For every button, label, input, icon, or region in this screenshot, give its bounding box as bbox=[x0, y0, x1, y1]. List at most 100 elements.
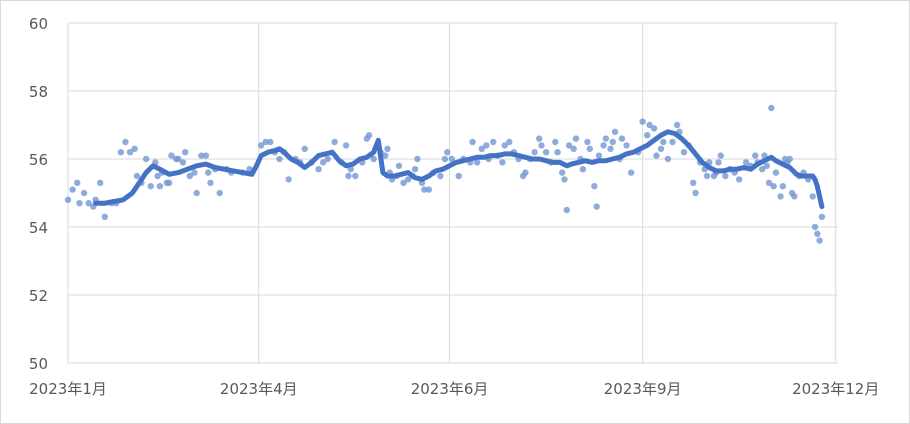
data-point-31 bbox=[186, 172, 194, 180]
data-point-48 bbox=[276, 155, 283, 163]
data-point-36 bbox=[205, 169, 212, 176]
trend-line bbox=[93, 129, 825, 210]
data-point-180 bbox=[791, 193, 798, 200]
x-tick-label-3: 2023年9月 bbox=[604, 380, 682, 398]
y-axis-tick-labels: 50 52 54 56 58 60 bbox=[29, 15, 48, 373]
data-point-111 bbox=[552, 138, 559, 146]
data-point-45 bbox=[262, 138, 269, 146]
data-point-5 bbox=[85, 200, 92, 207]
data-point-107 bbox=[535, 135, 543, 142]
data-point-115 bbox=[563, 206, 570, 214]
x-tick-label-2: 2023年6月 bbox=[411, 380, 489, 398]
data-point-171 bbox=[768, 104, 775, 112]
data-point-32 bbox=[191, 169, 198, 176]
data-point-33 bbox=[193, 189, 200, 197]
data-point-0 bbox=[64, 196, 72, 203]
data-point-167 bbox=[758, 166, 766, 173]
data-point-157 bbox=[715, 159, 722, 166]
data-point-159 bbox=[722, 172, 729, 180]
data-point-9 bbox=[101, 213, 108, 220]
data-point-162 bbox=[735, 176, 743, 183]
data-point-99 bbox=[501, 142, 508, 149]
x-axis-tick-labels: 2023年1月 2023年4月 2023年6月 2023年9月 2023年12月 bbox=[29, 380, 879, 398]
data-point-141 bbox=[657, 145, 665, 152]
data-point-118 bbox=[572, 135, 580, 142]
data-point-137 bbox=[644, 132, 651, 139]
data-point-178 bbox=[786, 155, 793, 163]
data-point-145 bbox=[673, 121, 681, 129]
data-point-149 bbox=[689, 179, 697, 186]
data-point-58 bbox=[331, 138, 338, 146]
data-point-144 bbox=[669, 138, 676, 146]
data-point-61 bbox=[345, 172, 352, 180]
data-point-88 bbox=[455, 172, 462, 180]
data-point-79 bbox=[414, 155, 421, 163]
data-point-19 bbox=[147, 183, 154, 190]
data-point-22 bbox=[156, 183, 164, 190]
data-point-86 bbox=[444, 149, 451, 156]
data-point-116 bbox=[565, 142, 573, 149]
data-point-165 bbox=[752, 152, 759, 159]
data-point-184 bbox=[809, 193, 816, 200]
data-point-170 bbox=[765, 179, 773, 186]
data-point-13 bbox=[122, 138, 129, 146]
data-point-124 bbox=[593, 203, 600, 210]
data-point-132 bbox=[618, 135, 626, 142]
data-point-140 bbox=[653, 152, 660, 159]
data-point-74 bbox=[395, 162, 403, 169]
data-point-85 bbox=[441, 155, 449, 163]
data-point-143 bbox=[664, 155, 672, 163]
data-point-16 bbox=[133, 172, 141, 180]
data-point-60 bbox=[342, 142, 350, 149]
data-point-98 bbox=[499, 159, 506, 166]
data-point-104 bbox=[522, 169, 529, 176]
data-point-136 bbox=[639, 118, 646, 125]
data-point-55 bbox=[315, 166, 322, 173]
data-point-12 bbox=[117, 149, 125, 156]
data-point-122 bbox=[586, 145, 593, 152]
data-point-25 bbox=[165, 179, 173, 186]
data-point-81 bbox=[421, 186, 428, 193]
data-point-56 bbox=[319, 159, 327, 166]
data-point-173 bbox=[772, 169, 780, 176]
data-point-113 bbox=[558, 169, 566, 176]
data-point-53 bbox=[301, 145, 308, 152]
data-point-14 bbox=[126, 149, 134, 156]
data-point-153 bbox=[703, 172, 711, 180]
data-point-163 bbox=[742, 159, 750, 166]
data-point-37 bbox=[207, 179, 214, 186]
data-point-35 bbox=[202, 152, 210, 159]
data-point-186 bbox=[814, 230, 821, 237]
data-point-84 bbox=[437, 172, 444, 180]
data-point-30 bbox=[182, 149, 189, 156]
data-point-21 bbox=[154, 172, 161, 180]
data-point-70 bbox=[384, 145, 391, 152]
data-point-114 bbox=[561, 176, 568, 183]
data-point-87 bbox=[448, 155, 456, 163]
data-point-100 bbox=[506, 138, 513, 146]
data-point-174 bbox=[777, 193, 784, 200]
data-point-187 bbox=[816, 237, 823, 244]
y-tick-label-54: 54 bbox=[29, 219, 48, 237]
x-tick-label-4: 2023年12月 bbox=[792, 380, 879, 398]
data-point-8 bbox=[96, 179, 104, 186]
x-tick-label-1: 2023年4月 bbox=[220, 380, 298, 398]
data-point-188 bbox=[818, 213, 826, 220]
data-point-129 bbox=[609, 138, 616, 146]
data-point-96 bbox=[490, 138, 497, 146]
data-point-175 bbox=[779, 183, 787, 190]
data-point-78 bbox=[411, 166, 419, 173]
trend-line-layer bbox=[93, 129, 825, 210]
data-point-3 bbox=[76, 200, 83, 207]
data-point-106 bbox=[531, 149, 538, 156]
data-point-130 bbox=[611, 128, 619, 135]
data-point-123 bbox=[591, 183, 598, 190]
data-point-109 bbox=[542, 149, 550, 156]
data-point-29 bbox=[179, 159, 187, 166]
data-point-185 bbox=[811, 223, 819, 231]
data-point-91 bbox=[469, 138, 476, 146]
data-point-142 bbox=[660, 138, 667, 146]
data-point-34 bbox=[198, 152, 205, 159]
